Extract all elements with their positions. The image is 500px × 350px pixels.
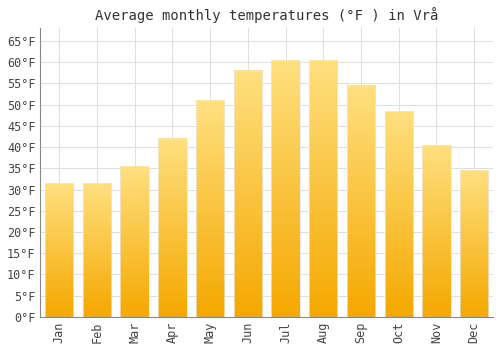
Bar [384, 111, 413, 317]
Bar [120, 166, 149, 317]
Bar [460, 170, 488, 317]
Bar [272, 60, 299, 317]
Bar [45, 183, 74, 317]
Bar [422, 145, 450, 317]
Title: Average monthly temperatures (°F ) in Vrå: Average monthly temperatures (°F ) in Vr… [95, 7, 438, 23]
Bar [234, 71, 262, 317]
Bar [347, 85, 375, 317]
Bar [158, 139, 186, 317]
Bar [196, 100, 224, 317]
Bar [83, 183, 111, 317]
Bar [309, 60, 338, 317]
